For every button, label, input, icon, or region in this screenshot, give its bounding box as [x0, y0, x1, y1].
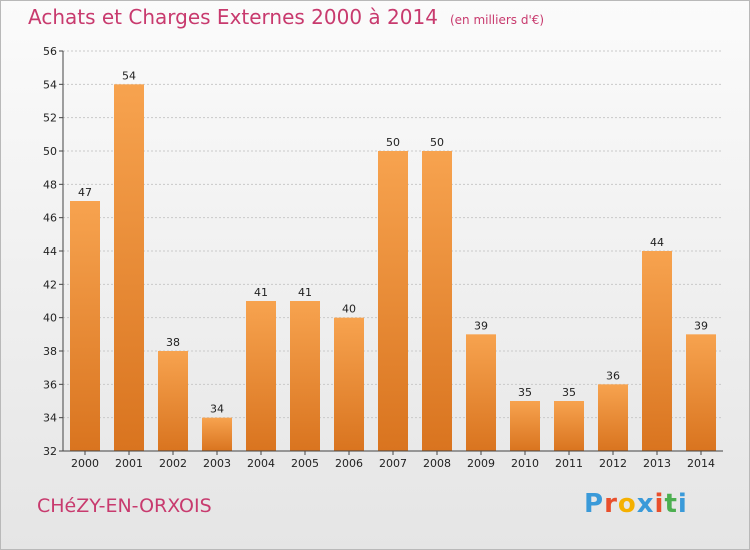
bar-value-label: 36	[606, 369, 620, 382]
x-tick-label: 2006	[335, 457, 363, 470]
bar-value-label: 41	[298, 286, 312, 299]
bar-value-label: 34	[210, 403, 224, 416]
y-tick-label: 38	[43, 345, 57, 358]
bar-value-label: 38	[166, 336, 180, 349]
title-row: Achats et Charges Externes 2000 à 2014 (e…	[28, 5, 544, 29]
bar-value-label: 35	[562, 386, 576, 399]
x-tick-label: 2008	[423, 457, 451, 470]
bar-value-label: 44	[650, 236, 664, 249]
location-name: CHéZY-EN-ORXOIS	[37, 495, 212, 517]
x-tick-label: 2001	[115, 457, 143, 470]
chart-title: Achats et Charges Externes 2000 à 2014	[28, 5, 438, 29]
bars: 47 54 38 34 41 41 40 50 50 39 35 35 36 44 39	[70, 69, 716, 451]
proxiti-logo: Proxiti	[584, 489, 688, 519]
bar-value-label: 41	[254, 286, 268, 299]
x-tick-label: 2011	[555, 457, 583, 470]
bar-value-label: 39	[474, 319, 488, 332]
bar-value-label: 50	[430, 136, 444, 149]
bar	[334, 317, 364, 451]
axes: 32 34 36 38 40 42 44 46 48 50 52 54 56 2000 2001 2002 20…	[43, 45, 723, 470]
logo-letter: r	[604, 489, 618, 519]
y-tick-label: 40	[43, 312, 57, 325]
x-tick-label: 2007	[379, 457, 407, 470]
bar	[290, 301, 320, 451]
bar	[642, 251, 672, 451]
bar	[158, 351, 188, 451]
x-tick-label: 2010	[511, 457, 539, 470]
x-tick-label: 2012	[599, 457, 627, 470]
y-tick-label: 50	[43, 145, 57, 158]
x-tick-label: 2000	[71, 457, 99, 470]
chart-unit: (en milliers d'€)	[449, 13, 545, 27]
bar	[114, 84, 144, 451]
bar	[598, 384, 628, 451]
y-tick-label: 46	[43, 212, 57, 225]
y-tick-label: 54	[43, 78, 57, 91]
y-tick-label: 48	[43, 178, 57, 191]
y-tick-label: 52	[43, 112, 57, 125]
bar-value-label: 40	[342, 303, 356, 316]
bar	[686, 334, 716, 451]
logo-letter: x	[636, 489, 655, 519]
x-tick-label: 2002	[159, 457, 187, 470]
bar	[510, 401, 540, 451]
bar-value-label: 50	[386, 136, 400, 149]
logo-letter: t	[664, 489, 678, 519]
bar-value-label: 35	[518, 386, 532, 399]
bar-value-label: 54	[122, 69, 136, 82]
y-tick-label: 36	[43, 378, 57, 391]
bar	[202, 417, 232, 451]
bar	[554, 401, 584, 451]
y-tick-label: 32	[43, 445, 57, 458]
x-tick-label: 2003	[203, 457, 231, 470]
bar	[246, 301, 276, 451]
logo-letter: o	[617, 489, 637, 519]
logo-letter: P	[584, 489, 605, 519]
x-tick-label: 2013	[643, 457, 671, 470]
bar-value-label: 47	[78, 186, 92, 199]
bar	[70, 201, 100, 451]
y-tick-label: 56	[43, 45, 57, 58]
logo-letter: i	[654, 489, 665, 519]
x-tick-label: 2005	[291, 457, 319, 470]
y-tick-label: 34	[43, 412, 57, 425]
y-tick-label: 44	[43, 245, 57, 258]
bar	[466, 334, 496, 451]
bar	[422, 151, 452, 451]
y-tick-label: 42	[43, 278, 57, 291]
bar-value-label: 39	[694, 319, 708, 332]
bar	[378, 151, 408, 451]
x-tick-label: 2014	[687, 457, 715, 470]
x-tick-label: 2009	[467, 457, 495, 470]
logo-letter: i	[677, 489, 688, 519]
x-tick-label: 2004	[247, 457, 275, 470]
